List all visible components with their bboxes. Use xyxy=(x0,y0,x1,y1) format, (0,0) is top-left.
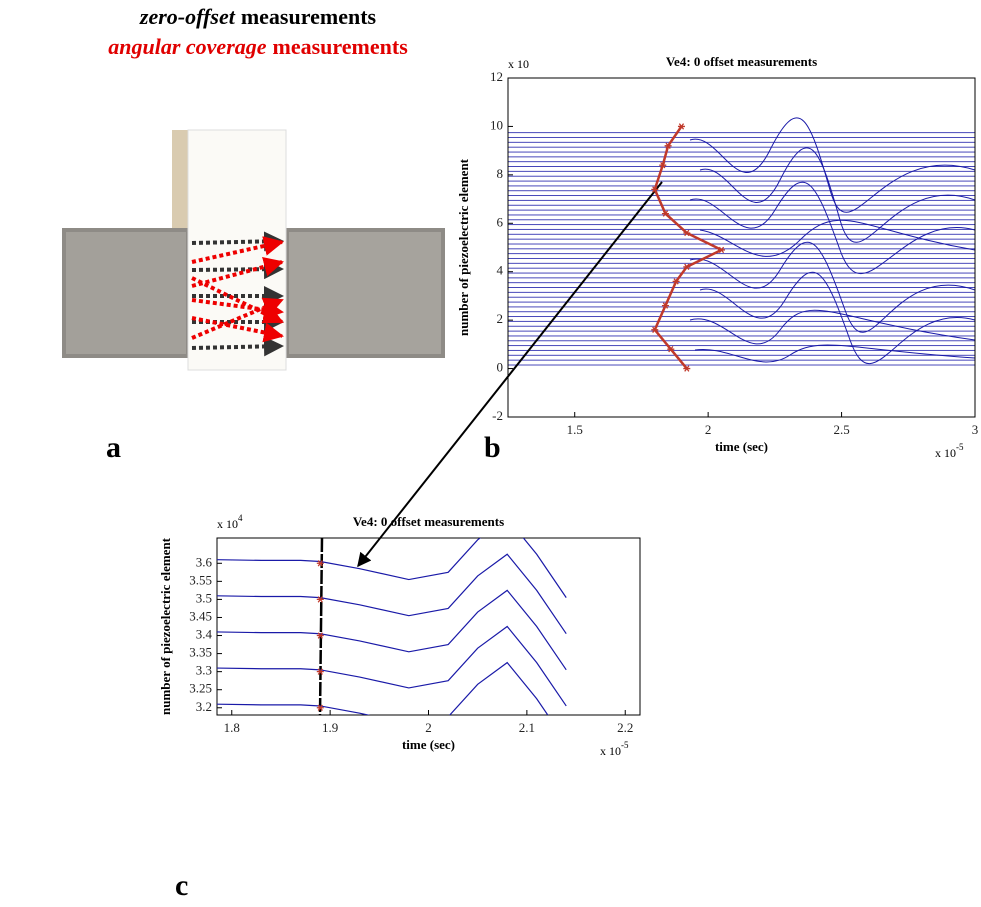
chart-title: Ve4: 0 offset measurements xyxy=(666,54,817,69)
multiplier-base: x 10 xyxy=(600,744,621,758)
x-axis-label: time (sec) xyxy=(402,737,455,752)
header-italic: zero-offset xyxy=(139,4,236,29)
multiplier-exponent: 4 xyxy=(238,513,243,523)
y-tick-label: 3.45 xyxy=(189,608,212,623)
sample-photo xyxy=(62,129,445,371)
pick-marker xyxy=(683,263,691,271)
x-tick-label: 2 xyxy=(705,422,712,437)
zoom-arrow xyxy=(357,181,663,568)
y-tick-label: 3.2 xyxy=(196,699,212,714)
x-tick-label: 3 xyxy=(972,422,979,437)
multiplier-exponent: -5 xyxy=(621,740,629,750)
trace xyxy=(217,589,567,671)
subheader-line: angular coverage measurements xyxy=(108,34,408,59)
plot-frame xyxy=(507,77,976,418)
pick-marker xyxy=(672,278,680,285)
y-tick-label: 6 xyxy=(497,214,504,229)
y-tick-label: 3.6 xyxy=(196,554,213,569)
pick-marker xyxy=(664,142,672,149)
pick-marker xyxy=(651,326,659,334)
x-tick-label: 1.5 xyxy=(567,422,583,437)
y-tick-label: 2 xyxy=(497,311,504,326)
pick-marker xyxy=(316,704,324,711)
pick-marker xyxy=(677,123,685,130)
y-tick-label: 3.5 xyxy=(196,590,212,605)
pick-marker xyxy=(316,668,324,675)
x-tick-label: 2.1 xyxy=(519,720,535,735)
y-tick-label: -2 xyxy=(492,408,503,423)
trace xyxy=(217,661,549,715)
trace xyxy=(217,538,567,598)
subheader-italic: angular coverage xyxy=(108,34,267,59)
trace xyxy=(217,625,567,707)
y-tick-label: 3.4 xyxy=(196,627,213,642)
pick-marker xyxy=(667,346,675,353)
pick-marker xyxy=(316,632,324,639)
pick-marker xyxy=(661,302,669,309)
x-multiplier: x 10-5 xyxy=(600,740,629,758)
y-tick-label: 4 xyxy=(497,263,504,278)
y-axis-label: number of piezoelectric element xyxy=(158,537,173,715)
subheader-rest: measurements xyxy=(273,34,409,59)
y-tick-label: 3.35 xyxy=(189,645,212,660)
chart-title: Ve4: 0 offset measurements xyxy=(353,514,504,529)
waveform-texture xyxy=(508,117,975,369)
pick-marker xyxy=(659,161,667,169)
x-tick-label: 2.2 xyxy=(617,720,633,735)
plot-frame xyxy=(216,537,641,716)
y-axis-label: number of piezoelectric element xyxy=(456,158,471,336)
y-multiplier: x 104 xyxy=(217,513,243,531)
y-tick-label: 3.25 xyxy=(189,681,212,696)
panel-label: b xyxy=(484,431,501,464)
y-tick-label: 10 xyxy=(490,117,503,132)
x-tick-label: 1.9 xyxy=(322,720,338,735)
x-tick-label: 1.8 xyxy=(224,720,240,735)
pick-marker xyxy=(661,210,669,217)
plot-area xyxy=(651,123,725,372)
multiplier-exponent: -5 xyxy=(956,442,964,452)
y-tick-label: 3.55 xyxy=(189,572,212,587)
x-multiplier: x 10-5 xyxy=(935,442,964,460)
pick-marker xyxy=(683,365,691,372)
y-tick-label: 3.3 xyxy=(196,663,212,678)
x-axis-label: time (sec) xyxy=(715,439,768,454)
y-tick-label: 12 xyxy=(490,69,503,84)
y-tick-label: 8 xyxy=(497,166,504,181)
y-multiplier: x 10 xyxy=(508,57,529,71)
pick-line xyxy=(318,537,324,716)
pick-marker xyxy=(717,246,725,254)
header-rest: measurements xyxy=(241,4,377,29)
multiplier-base: x 10 xyxy=(217,517,238,531)
panel-label: a xyxy=(106,431,121,464)
panel-label: c xyxy=(175,869,188,902)
x-tick-label: 2 xyxy=(425,720,432,735)
y-tick-label: 0 xyxy=(497,360,504,375)
multiplier-base: x 10 xyxy=(935,446,956,460)
multiplier-base: x 10 xyxy=(508,57,529,71)
pick-marker xyxy=(683,229,691,237)
pick-marker xyxy=(316,560,324,567)
header-line: zero-offset measurements xyxy=(139,4,377,29)
plot-area xyxy=(217,538,567,715)
pick-marker xyxy=(651,186,659,193)
trace xyxy=(217,553,567,635)
pick-marker xyxy=(316,596,324,603)
x-tick-label: 2.5 xyxy=(833,422,849,437)
